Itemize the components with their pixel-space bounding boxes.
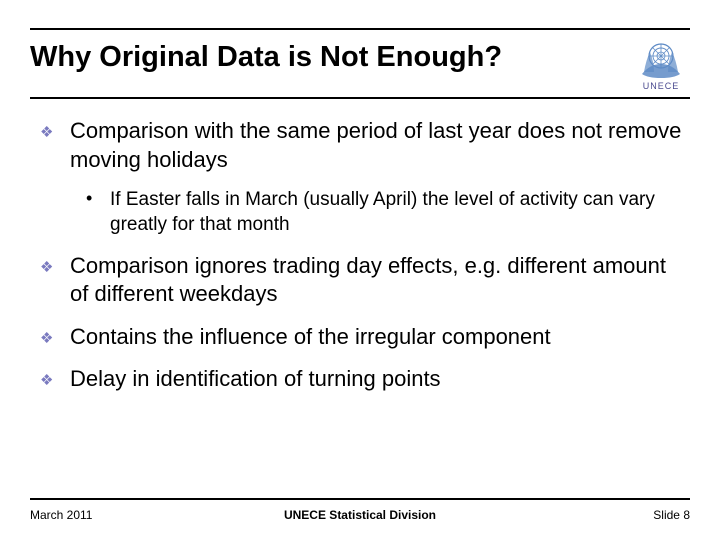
- content: ❖ Comparison with the same period of las…: [30, 117, 690, 394]
- footer: March 2011 UNECE Statistical Division Sl…: [30, 498, 690, 522]
- bullet-text: Comparison with the same period of last …: [70, 117, 690, 174]
- diamond-bullet-icon: ❖: [40, 323, 70, 352]
- bullet-text: Comparison ignores trading day effects, …: [70, 252, 690, 309]
- top-rule: [30, 28, 690, 30]
- diamond-bullet-icon: ❖: [40, 117, 70, 174]
- diamond-bullet-icon: ❖: [40, 252, 70, 309]
- unece-logo: UNECE: [632, 34, 690, 91]
- footer-org: UNECE Statistical Division: [250, 508, 470, 522]
- diamond-bullet-icon: ❖: [40, 365, 70, 394]
- title-rule: [30, 97, 690, 99]
- bullet-item: ❖ Delay in identification of turning poi…: [40, 365, 690, 394]
- slide-title: Why Original Data is Not Enough?: [30, 40, 622, 75]
- bullet-item: ❖ Comparison ignores trading day effects…: [40, 252, 690, 309]
- footer-slide-number: Slide 8: [470, 508, 690, 522]
- unece-wordmark: UNECE: [643, 81, 680, 91]
- un-emblem-icon: [636, 34, 686, 80]
- sub-bullet-text: If Easter falls in March (usually April)…: [110, 188, 690, 237]
- footer-date: March 2011: [30, 508, 250, 522]
- header-row: Why Original Data is Not Enough? UNECE: [30, 40, 690, 91]
- dot-bullet-icon: •: [86, 188, 110, 237]
- slide: Why Original Data is Not Enough? UNECE: [0, 0, 720, 540]
- bullet-text: Contains the influence of the irregular …: [70, 323, 690, 352]
- bullet-text: Delay in identification of turning point…: [70, 365, 690, 394]
- sub-bullet-item: • If Easter falls in March (usually Apri…: [40, 188, 690, 237]
- bullet-item: ❖ Contains the influence of the irregula…: [40, 323, 690, 352]
- bullet-item: ❖ Comparison with the same period of las…: [40, 117, 690, 174]
